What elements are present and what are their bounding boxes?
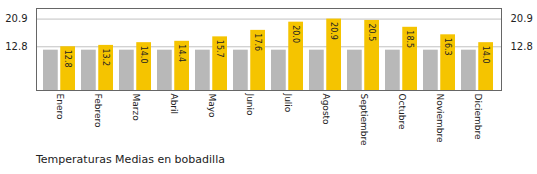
svg-text:Enero: Enero (55, 94, 65, 120)
svg-text:14.0: 14.0 (139, 46, 148, 64)
svg-text:Febrero: Febrero (93, 94, 103, 128)
svg-text:18.5: 18.5 (405, 30, 414, 48)
svg-text:12.8: 12.8 (511, 41, 533, 52)
svg-text:12.8: 12.8 (63, 50, 72, 68)
html-text:Temperaturas Medias en bobadil: Temperaturas Medias en bobadilla (36, 153, 225, 166)
svg-text:15.7: 15.7 (215, 40, 224, 58)
svg-text:20.9: 20.9 (5, 13, 27, 24)
svg-text:Julio: Julio (283, 93, 293, 113)
svg-text:20.9: 20.9 (329, 22, 338, 40)
svg-text:Noviembre: Noviembre (435, 94, 445, 144)
svg-text:Diciembre: Diciembre (473, 94, 483, 140)
svg-text:20.0: 20.0 (291, 25, 300, 43)
svg-text:Agosto: Agosto (321, 94, 331, 126)
svg-text:Marzo: Marzo (131, 94, 141, 122)
svg-text:14.4: 14.4 (177, 44, 186, 62)
svg-text:Octubre: Octubre (397, 94, 407, 130)
svg-text:Junio: Junio (245, 93, 255, 117)
svg-text:13.2: 13.2 (101, 48, 110, 66)
svg-text:Septiembre: Septiembre (359, 94, 369, 147)
svg-text:Mayo: Mayo (207, 94, 217, 119)
svg-text:14.0: 14.0 (481, 46, 490, 64)
svg-text:20.9: 20.9 (511, 13, 533, 24)
svg-text:16.3: 16.3 (443, 38, 452, 56)
svg-text:17.6: 17.6 (253, 33, 262, 51)
svg-text:20.5: 20.5 (367, 23, 376, 41)
svg-text:12.8: 12.8 (5, 41, 27, 52)
svg-text:Abril: Abril (169, 94, 179, 115)
